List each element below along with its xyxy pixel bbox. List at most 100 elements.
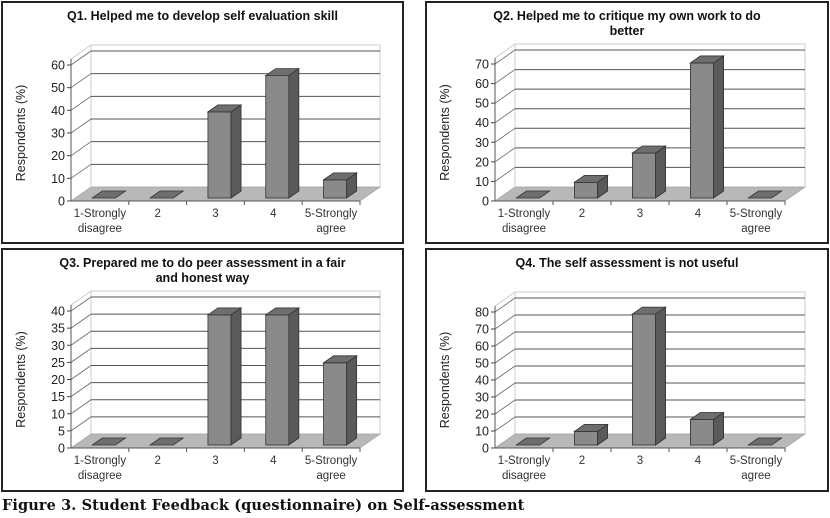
bar	[515, 437, 551, 446]
gridline-depth	[494, 382, 516, 398]
y-tick-label: 80	[475, 306, 489, 320]
bar-side	[288, 67, 300, 199]
bar	[91, 437, 127, 446]
y-tick-label: 10	[475, 175, 489, 189]
bar	[148, 190, 185, 199]
y-tick-label: 40	[51, 104, 65, 118]
bar-top	[264, 307, 301, 316]
y-tick-label: 5	[58, 424, 65, 438]
x-tick-label: agree	[316, 470, 345, 482]
bar	[747, 190, 783, 199]
gridline-depth	[494, 127, 516, 143]
bar-top	[322, 172, 358, 181]
bar	[631, 306, 667, 446]
y-tick-label: 10	[475, 425, 489, 439]
gridline-depth	[494, 69, 516, 84]
y-tick-label: 35	[51, 322, 65, 336]
y-tick-label: 20	[475, 408, 489, 422]
x-tick-label: 4	[270, 455, 277, 467]
y-tick-label: 15	[51, 390, 65, 404]
gridline-depth	[70, 73, 92, 88]
bar-top	[631, 306, 667, 315]
bar-side	[230, 307, 242, 446]
gridline-depth	[494, 348, 516, 364]
y-tick-label: 30	[475, 391, 489, 405]
y-tick-label: 20	[51, 373, 65, 387]
x-tick-label: 3	[637, 208, 643, 220]
chart-q1: Q1. Helped me to develop self evaluation…	[14, 9, 381, 235]
x-tick-label: 1-Strongly	[74, 208, 127, 220]
bar-front	[207, 111, 232, 199]
x-tick-label: 5-Strongly	[730, 208, 783, 220]
bar-front	[265, 75, 290, 199]
gridline-depth	[494, 416, 516, 432]
bar-side	[655, 306, 667, 446]
x-tick-label: 4	[695, 208, 702, 220]
bar	[515, 190, 551, 199]
y-tick-label: 30	[475, 136, 489, 150]
gridline-depth	[70, 118, 92, 134]
bar-top	[631, 145, 667, 154]
bar-top	[91, 190, 127, 199]
x-tick-label: 1-Strongly	[498, 208, 551, 220]
y-tick-label: 60	[475, 77, 489, 91]
bar-top	[689, 412, 725, 420]
gridline-depth	[494, 314, 516, 330]
gridline-depth	[70, 164, 92, 179]
x-tick-label: 3	[212, 455, 218, 467]
gridline-depth	[70, 399, 92, 415]
bar-front	[631, 152, 656, 199]
bar	[631, 145, 667, 199]
x-tick-label: disagree	[502, 223, 546, 235]
x-tick-label: 5-Strongly	[305, 208, 358, 220]
x-tick-label: 2	[579, 455, 585, 467]
gridline-depth	[70, 348, 92, 363]
bar-side	[346, 355, 358, 446]
x-tick-label: 4	[695, 455, 702, 467]
y-tick-label: 60	[475, 340, 489, 354]
bar-top	[148, 190, 185, 199]
x-tick-label: agree	[741, 223, 770, 235]
bar-front	[265, 314, 290, 446]
bar	[322, 172, 358, 199]
bar-top	[264, 68, 301, 76]
side-wall-top-edge	[70, 44, 92, 60]
y-tick-label: 0	[58, 442, 65, 456]
gridline-depth	[70, 96, 92, 111]
x-tick-label: 1-Strongly	[74, 455, 127, 467]
gridline-depth	[70, 141, 92, 156]
y-tick-label: 0	[482, 195, 489, 209]
bar-top	[515, 437, 551, 446]
y-tick-label: 40	[475, 116, 489, 130]
x-tick-label: 2	[154, 455, 160, 467]
chart-title-line: Q1. Helped me to develop self evaluation…	[67, 9, 338, 23]
gridline-depth	[70, 382, 92, 397]
gridline-depth	[70, 365, 92, 380]
chart-q4: Q4. The self assessment is not useful 0 10…	[438, 256, 806, 482]
chart-title-line: Q2. Helped me to critique my own work to…	[493, 9, 761, 23]
chart-panel-q1: Q1. Helped me to develop self evaluation…	[1, 1, 404, 244]
bar-front	[631, 313, 656, 446]
x-tick-label: 5-Strongly	[730, 455, 783, 467]
bar-top	[573, 174, 609, 183]
bar-front	[689, 62, 714, 199]
bar-side	[655, 145, 667, 199]
x-tick-label: agree	[316, 223, 345, 235]
bar-front	[207, 314, 232, 446]
gridline-depth	[494, 399, 516, 415]
chart-q3: Q3. Prepared me to do peer assessment in…	[14, 256, 381, 482]
chart-panel-q4: Q4. The self assessment is not useful 0 10…	[425, 248, 829, 492]
x-tick-label: 5-Strongly	[305, 455, 358, 467]
bar	[206, 307, 243, 446]
bar-side	[713, 55, 725, 199]
bar-top	[747, 190, 783, 199]
bar-front	[689, 419, 714, 446]
x-tick-label: 2	[154, 208, 160, 220]
gridline-depth	[494, 167, 516, 182]
bar-top	[689, 55, 725, 64]
y-tick-label: 10	[51, 407, 65, 421]
bar	[573, 423, 609, 446]
x-tick-label: 2	[579, 208, 585, 220]
x-tick-label: disagree	[78, 470, 122, 482]
chart-panel-q3: Q3. Prepared me to do peer assessment in…	[1, 248, 404, 492]
